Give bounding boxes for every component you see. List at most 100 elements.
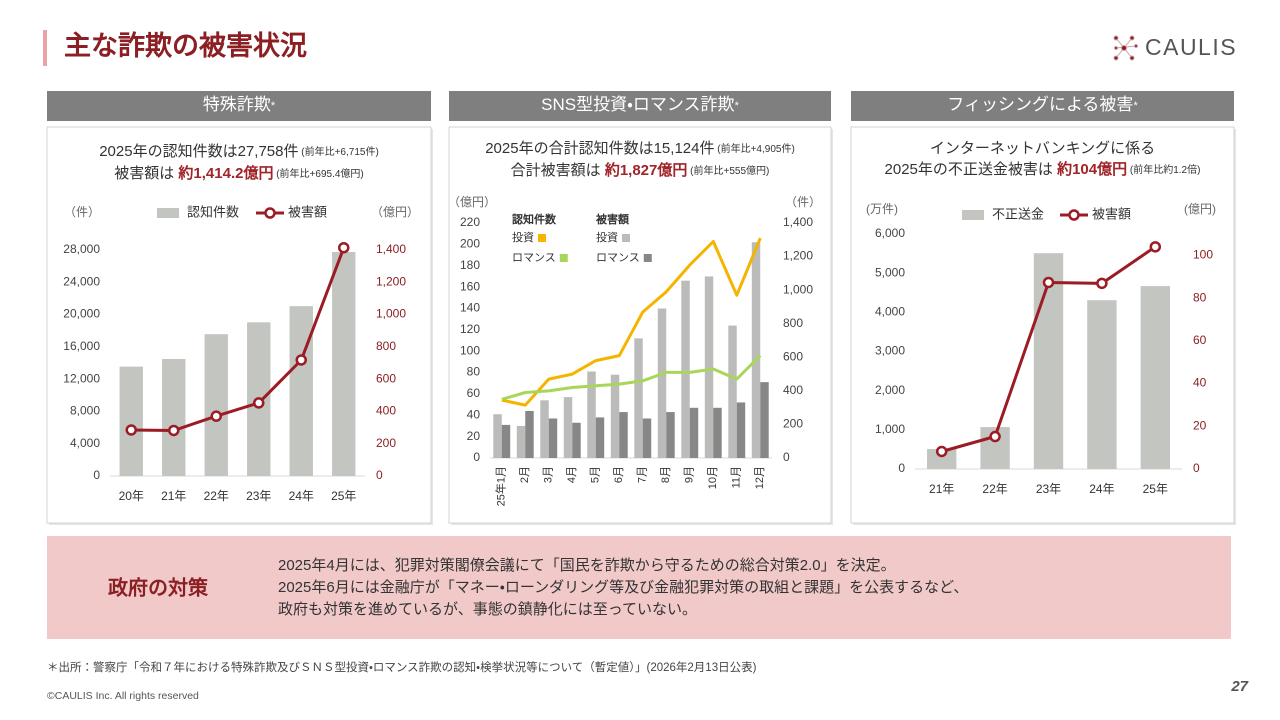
x-tick-label: 10月 (707, 466, 719, 489)
bar (760, 382, 769, 458)
panel-title-mark: * (271, 100, 276, 112)
summary-em: 約104億円 (1056, 160, 1127, 178)
line-marker (1149, 241, 1162, 253)
y-tick-label: 160 (460, 279, 480, 293)
line-marker (1042, 276, 1055, 289)
legend-swatch (622, 234, 630, 242)
chart-panel: 特殊詐欺* 2025年の認知件数は27,758件 (前年比+6,715件) 被害額は… (46, 91, 433, 525)
line-series (501, 237, 762, 407)
y2-tick-label: 1,000 (376, 307, 406, 321)
y-tick-label: 3,000 (875, 344, 905, 358)
y-axis-label: （件） (64, 205, 100, 219)
summary-line: 合計被害額は 約1,827億円 (前年比+555億円) (511, 161, 770, 179)
summary-note: (前年比+695.4億円) (273, 167, 363, 180)
y2-tick-label: 1,000 (783, 282, 813, 296)
y-tick-label: 20 (467, 429, 481, 443)
x-tick-label: 23年 (1036, 482, 1061, 496)
x-tick-label: 21年 (161, 489, 186, 503)
y2-tick-label: 40 (1193, 376, 1207, 390)
summary-plain: 2025年の不正送金被害は (885, 161, 1058, 178)
y-tick-label: 12,000 (63, 371, 100, 385)
x-tick-label: 9月 (684, 466, 696, 483)
policy-label: 政府の対策 (108, 575, 209, 599)
line-marker (989, 430, 1001, 443)
summary-plain: 2025年の認知件数は27,758件 (99, 143, 298, 160)
bar (927, 449, 957, 469)
panel-title-text: 特殊詐欺 (203, 95, 271, 114)
bar (1033, 253, 1064, 469)
bar (657, 308, 667, 458)
legend-swatch (559, 254, 568, 262)
y-tick-label: 1,000 (875, 422, 905, 436)
legend-swatch (538, 234, 546, 242)
x-tick-label: 25年 (1143, 482, 1168, 496)
bar (681, 280, 690, 458)
panel-header (47, 91, 431, 121)
bar (119, 366, 143, 476)
chart-panel: フィッシングによる被害* インターネットバンキングに係る 2025年の不正送金被害は… (850, 91, 1236, 525)
x-tick-label: 7月 (637, 466, 649, 483)
y2-tick-label: 600 (376, 371, 396, 385)
bar (548, 418, 558, 458)
y2-tick-label: 1,200 (783, 249, 813, 263)
y2-tick-label: 1,400 (783, 215, 813, 229)
bar (204, 334, 228, 476)
y-tick-label: 20,000 (63, 307, 100, 321)
summary-plain: 合計被害額は (511, 162, 605, 179)
y2-axis-label: （件） (785, 195, 821, 209)
summary-plain: 2025年の合計認知件数は15,124件 (485, 140, 714, 157)
summary-note: (前年比+4,905件) (714, 142, 794, 155)
legend-swatch-marker (1068, 209, 1080, 221)
y-axis-label: （億円） (448, 195, 496, 209)
x-tick-label: 6月 (613, 466, 625, 483)
bar (1140, 286, 1170, 469)
bar (642, 418, 652, 458)
bar (634, 338, 643, 458)
legend-swatch-marker (264, 207, 276, 219)
y2-axis-label: (億円) (1184, 202, 1216, 216)
y-tick-label: 220 (460, 215, 480, 229)
bar (501, 424, 511, 458)
x-tick-label: 25年1月 (494, 466, 508, 506)
y-tick-label: 40 (467, 407, 481, 421)
y-tick-label: 140 (460, 301, 480, 315)
summary-em: 約1,414.2億円 (177, 164, 273, 182)
summary-line: 2025年の不正送金被害は 約104億円 (前年比約1.2倍) (885, 160, 1201, 178)
bar (619, 412, 628, 458)
bar (587, 371, 596, 458)
x-tick-label: 21年 (929, 482, 954, 496)
line-series (131, 247, 346, 432)
legend-label: 認知件数 (187, 204, 239, 219)
legend-swatch (643, 254, 652, 262)
y-tick-label: 8,000 (70, 404, 100, 418)
legend-swatch (962, 210, 984, 220)
summary-note: (前年比約1.2倍) (1127, 163, 1200, 176)
summary-line: インターネットバンキングに係る (930, 140, 1155, 157)
y-tick-label: 2,000 (875, 383, 905, 397)
summary-line: 2025年の認知件数は27,758件 (前年比+6,715件) (99, 143, 379, 160)
logo-text: CAULIS (1145, 34, 1237, 60)
y2-tick-label: 1,400 (376, 242, 406, 256)
panel-title: SNS型投資・ロマンス詐欺* (541, 95, 739, 114)
summary-note: (前年比+555億円) (687, 164, 769, 177)
x-tick-label: 22年 (204, 489, 229, 503)
copyright: ©CAULIS Inc. All rights reserved (47, 690, 199, 702)
x-tick-label: 11月 (731, 466, 743, 488)
y2-tick-label: 60 (1193, 333, 1207, 347)
y-tick-label: 120 (460, 322, 480, 336)
x-tick-label: 25年 (331, 489, 356, 503)
line-marker (168, 424, 180, 437)
panel-box (448, 126, 832, 524)
x-tick-label: 24年 (1089, 482, 1114, 496)
y2-tick-label: 20 (1193, 418, 1207, 432)
y2-tick-label: 100 (1193, 248, 1213, 262)
bar (689, 407, 699, 458)
bar (162, 358, 186, 476)
y2-tick-label: 800 (783, 316, 803, 330)
summary-note: (前年比+6,715件) (298, 145, 378, 158)
x-tick-label: 5月 (590, 466, 602, 483)
summary-plain: インターネットバンキングに係る (930, 140, 1155, 157)
bar (751, 242, 761, 458)
bar (493, 414, 502, 458)
